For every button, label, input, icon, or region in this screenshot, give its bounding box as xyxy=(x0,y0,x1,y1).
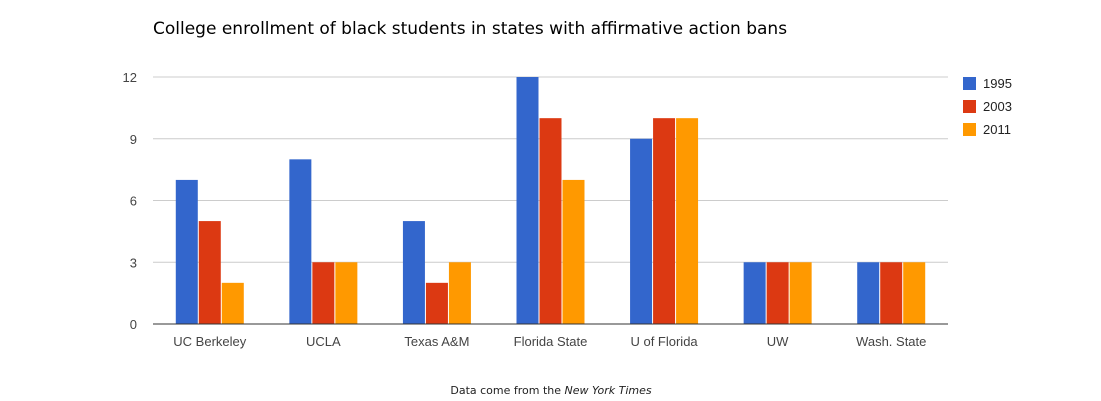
x-tick-label: UCLA xyxy=(306,334,341,349)
bar-1995 xyxy=(630,138,653,324)
legend-swatch xyxy=(963,77,976,90)
y-axis-ticks: 0 3 6 9 12 xyxy=(123,70,137,332)
bar-2011 xyxy=(676,118,699,325)
bars xyxy=(175,77,926,325)
bar-2003 xyxy=(425,282,448,324)
bar-1995 xyxy=(516,77,539,324)
bar-1995 xyxy=(175,179,198,324)
x-axis-ticks: UC Berkeley UCLA Texas A&M Florida State U o… xyxy=(173,334,926,349)
bar-2011 xyxy=(448,262,471,324)
bar-2011 xyxy=(789,262,812,324)
bar-2003 xyxy=(653,118,676,325)
legend: 1995 2003 2011 xyxy=(963,76,1012,137)
bar-2011 xyxy=(221,282,244,324)
legend-label: 2011 xyxy=(983,122,1011,137)
bar-1995 xyxy=(402,221,425,324)
legend-label: 2003 xyxy=(983,99,1012,114)
source-note: Data come from the New York Times xyxy=(450,384,652,397)
y-tick-label: 3 xyxy=(130,255,137,270)
legend-swatch xyxy=(963,123,976,136)
y-tick-label: 0 xyxy=(130,317,137,332)
x-tick-label: UW xyxy=(767,334,789,349)
chart-title: College enrollment of black students in … xyxy=(153,19,787,39)
x-tick-label: Florida State xyxy=(514,334,588,349)
bar-2003 xyxy=(880,262,903,324)
x-tick-label: UC Berkeley xyxy=(173,334,246,349)
source-prefix: Data come from the xyxy=(450,384,564,397)
y-tick-label: 12 xyxy=(123,70,137,85)
x-tick-label: Texas A&M xyxy=(404,334,469,349)
legend-label: 1995 xyxy=(983,76,1012,91)
bar-2011 xyxy=(562,179,585,324)
bar-2003 xyxy=(539,118,562,325)
bar-2003 xyxy=(312,262,335,324)
bar-1995 xyxy=(857,262,880,324)
bar-1995 xyxy=(289,159,312,324)
bar-1995 xyxy=(743,262,766,324)
x-tick-label: U of Florida xyxy=(630,334,698,349)
bar-2003 xyxy=(766,262,789,324)
bar-2003 xyxy=(198,221,221,324)
x-tick-label: Wash. State xyxy=(856,334,926,349)
bar-2011 xyxy=(335,262,358,324)
y-tick-label: 6 xyxy=(130,194,137,209)
bar-2011 xyxy=(903,262,926,324)
legend-swatch xyxy=(963,100,976,113)
source-name: New York Times xyxy=(565,384,652,397)
y-tick-label: 9 xyxy=(130,132,137,147)
